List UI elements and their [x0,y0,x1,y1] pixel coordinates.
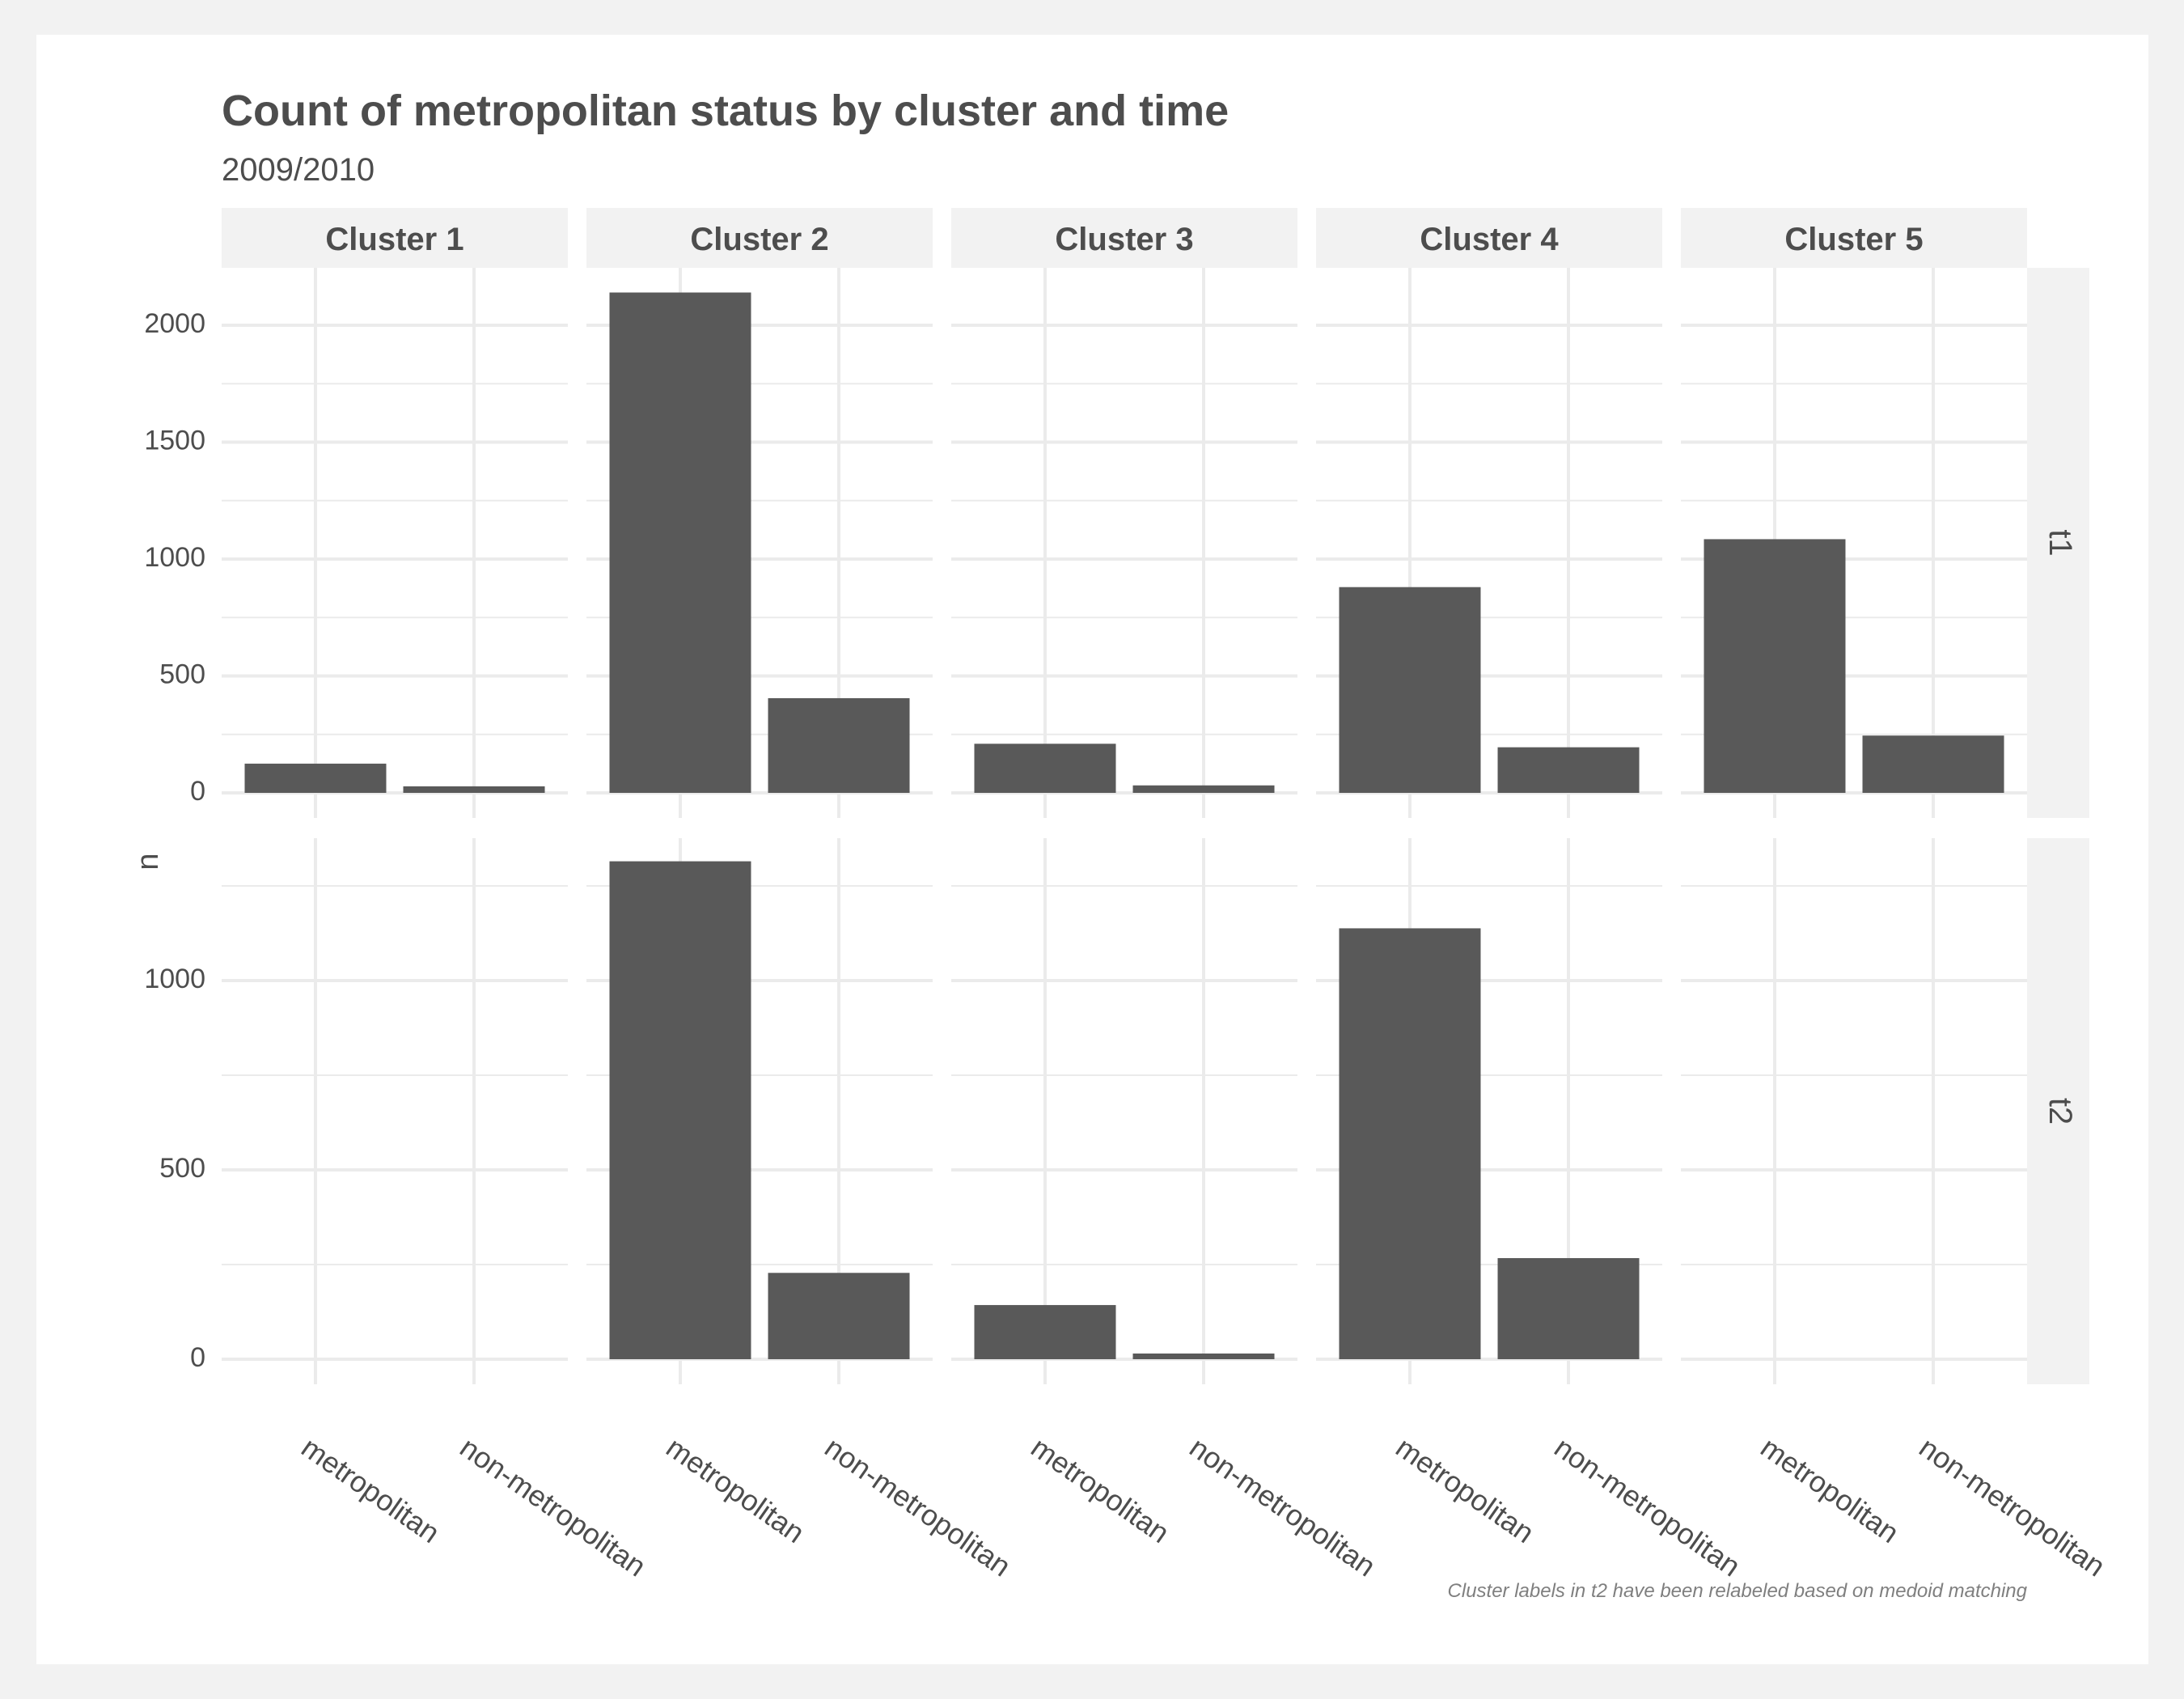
x-tick-label: metropolitan [295,1430,446,1549]
y-tick-label: 0 [190,1342,205,1373]
bar-t1-cluster-3-metropolitan [974,744,1116,793]
row-strip-t1 [2027,268,2089,818]
bar-t2-cluster-3-metropolitan [974,1305,1116,1359]
x-tick-label: non-metropolitan [819,1430,1017,1583]
bar-t2-cluster-3-non-metropolitan [1132,1353,1275,1359]
x-tick-label: non-metropolitan [454,1430,652,1583]
chart-subtitle: 2009/2010 [222,152,375,188]
y-tick-label: 500 [159,659,205,689]
y-tick-label: 500 [159,1153,205,1184]
row-label-t1: t1 [2042,529,2078,556]
row-strip-t2 [2027,838,2089,1384]
y-tick-label: 1500 [144,425,205,455]
facet-label-5: Cluster 5 [1784,222,1923,257]
y-tick-label: 0 [190,776,205,807]
y-tick-label: 1000 [144,964,205,994]
y-tick-label: 1000 [144,542,205,573]
row-label-t2: t2 [2042,1098,2078,1125]
x-tick-label: non-metropolitan [1548,1430,1746,1583]
bar-t1-cluster-5-non-metropolitan [1862,735,2004,793]
bar-t1-cluster-5-metropolitan [1704,539,1846,793]
facet-strip-2 [586,208,933,268]
facet-label-2: Cluster 2 [690,222,828,257]
chart-caption: Cluster labels in t2 have been relabeled… [1448,1580,2028,1602]
y-tick-label: 2000 [144,308,205,339]
bar-t1-cluster-4-metropolitan [1339,587,1481,793]
faceted-bar-chart: Count of metropolitan status by cluster … [131,87,2111,1602]
chart-title: Count of metropolitan status by cluster … [222,87,1229,135]
bar-t2-cluster-2-metropolitan [609,861,751,1359]
facet-strip-3 [951,208,1297,268]
facet-strip-4 [1316,208,1662,268]
x-tick-label: metropolitan [1025,1430,1175,1549]
bar-t2-cluster-2-non-metropolitan [768,1273,910,1359]
facet-label-3: Cluster 3 [1055,222,1193,257]
plot-background: Count of metropolitan status by cluster … [36,35,2148,1664]
bar-t2-cluster-4-metropolitan [1339,928,1481,1359]
x-tick-label: metropolitan [1754,1430,1905,1549]
x-tick-label: non-metropolitan [1183,1430,1382,1583]
x-tick-label: metropolitan [1390,1430,1540,1549]
facet-label-4: Cluster 4 [1420,222,1559,257]
x-tick-label: non-metropolitan [1913,1430,2111,1583]
facet-label-1: Cluster 1 [325,222,463,257]
bar-t1-cluster-4-non-metropolitan [1497,747,1640,793]
facet-strip-5 [1681,208,2027,268]
bar-t1-cluster-1-metropolitan [244,763,387,793]
facet-strip-1 [222,208,568,268]
bar-t1-cluster-2-non-metropolitan [768,697,910,793]
bar-t1-cluster-2-metropolitan [609,292,751,793]
x-tick-label: metropolitan [660,1430,811,1549]
y-axis-title: n [131,853,165,870]
bar-t1-cluster-3-non-metropolitan [1132,785,1275,793]
bar-t1-cluster-1-non-metropolitan [403,786,545,793]
bar-t2-cluster-4-non-metropolitan [1497,1258,1640,1359]
